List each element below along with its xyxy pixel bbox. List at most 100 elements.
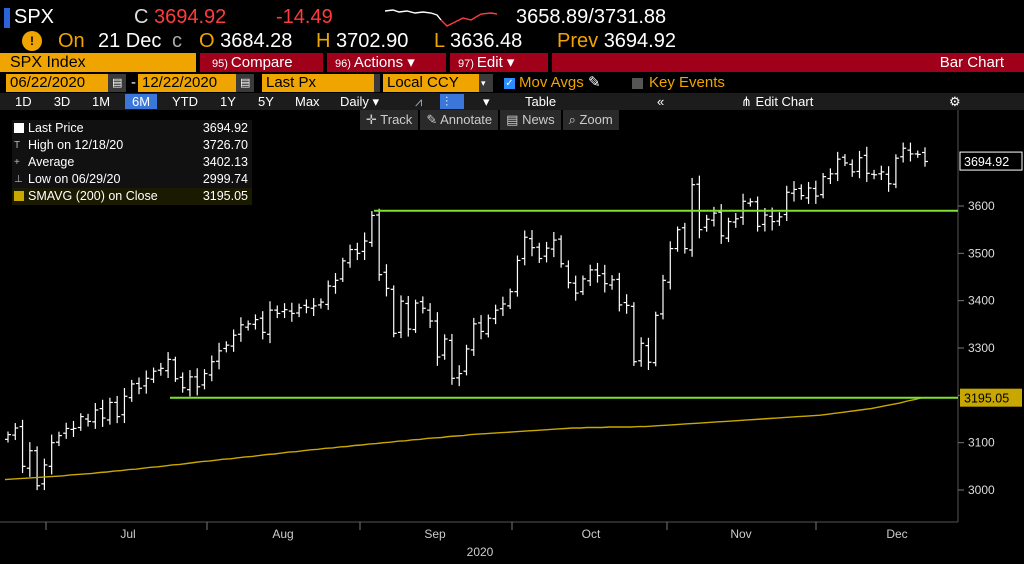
period-1d[interactable]: 1D [15, 94, 32, 109]
currency-select[interactable]: Local CCY [383, 74, 479, 92]
ohlc-bar [121, 387, 128, 424]
ticker-symbol[interactable]: SPX [4, 6, 54, 29]
chevron-down-icon[interactable]: ▾ [479, 74, 493, 92]
chevron-down-icon[interactable] [374, 74, 380, 92]
annotate-label: Annotate [440, 112, 493, 127]
ohlc-bar [223, 341, 230, 353]
period-1y[interactable]: 1Y [220, 94, 236, 109]
key-events-toggle[interactable]: Key Events [628, 74, 758, 92]
ohlc-bar [514, 255, 521, 297]
on-label: On [58, 30, 85, 52]
edit-menu[interactable]: 97) Edit ▾ [458, 54, 515, 71]
ohlc-bar [463, 344, 470, 376]
divider [446, 53, 450, 72]
date-range-dash: - [131, 74, 136, 91]
zoom-button[interactable]: ⌕ Zoom [562, 110, 619, 130]
ohlc-bar [558, 235, 565, 268]
legend-item: ⊥ Low on 06/29/20 2999.74 [12, 171, 252, 188]
ohlc-bar [827, 168, 834, 185]
period-1m[interactable]: 1M [92, 94, 111, 109]
quote-date: 21 Dec [98, 30, 162, 52]
ohlc-bar [638, 337, 645, 367]
x-tick-label: Sep [424, 527, 446, 541]
ohlc-bar [19, 419, 26, 474]
ohlc-bar [747, 198, 754, 207]
table-button[interactable]: Table [525, 94, 557, 109]
ohlc-bar [499, 296, 506, 317]
calendar-icon[interactable]: ▤ [108, 74, 126, 92]
ohlc-bar [703, 214, 710, 232]
period-5y[interactable]: 5Y [258, 94, 274, 109]
end-date-input[interactable]: 12/22/2020 [138, 74, 236, 92]
ohlc-bar [427, 303, 434, 329]
period-ytd[interactable]: YTD [172, 94, 198, 109]
calendar-icon[interactable]: ▤ [236, 74, 254, 92]
ohlc-bar [419, 296, 426, 314]
gear-icon[interactable]: ⚙ [949, 94, 961, 109]
field-select[interactable]: Last Px [262, 74, 374, 92]
legend-item: T High on 12/18/20 3726.70 [12, 137, 252, 154]
line-chart-icon[interactable]: ⩘ [410, 94, 436, 109]
ohlc-bar [878, 165, 885, 181]
bar-chart-icon[interactable]: ⫶ [440, 94, 464, 109]
legend-label: High on 12/18/20 [28, 138, 124, 152]
start-date-input[interactable]: 06/22/2020 [6, 74, 108, 92]
ohlc-bar [725, 217, 732, 243]
ohlc-bar [841, 154, 848, 167]
ohlc-bar [5, 431, 11, 443]
high-marker-icon: T [14, 140, 21, 151]
check-icon[interactable]: ✓ [504, 77, 515, 89]
ohlc-bar [216, 342, 223, 370]
ohlc-bar [507, 288, 514, 309]
ohlc-bar [303, 299, 310, 314]
period-6m[interactable]: 6M [125, 94, 157, 109]
checkbox-icon[interactable] [632, 77, 643, 89]
sma-price-tag [960, 388, 1022, 407]
ohlc-bar [201, 369, 208, 390]
legend-item: Last Price 3694.92 [12, 120, 252, 137]
ohlc-bar [456, 365, 463, 387]
x-tick-label: Aug [272, 527, 293, 541]
ohlc-bar [696, 175, 703, 239]
price-chart[interactable]: JulAugSepOctNovDec2020300031003200330034… [0, 110, 1024, 559]
mov-avgs-toggle[interactable]: ✓ Mov Avgs ✎ [504, 74, 601, 91]
pencil-icon[interactable]: ✎ [587, 74, 601, 91]
ohlc-bar [834, 151, 841, 182]
collapse-left-icon[interactable]: « [657, 94, 665, 109]
ohlc-bar [587, 264, 594, 286]
ohlc-bar [892, 154, 899, 189]
compare-button[interactable]: 95) Compare [212, 54, 293, 71]
ohlc-bar [645, 337, 652, 371]
ohlc-bar [623, 294, 630, 314]
ohlc-bar [434, 312, 441, 366]
news-button[interactable]: ▤ News [500, 110, 561, 130]
ohlc-bar [354, 242, 361, 261]
ohlc-bar [99, 399, 106, 427]
actions-menu[interactable]: 96) Actions ▾ [335, 54, 415, 71]
alert-icon[interactable]: ! [22, 31, 42, 51]
ohlc-bar [594, 262, 601, 283]
ticker-bar: SPX C 3694.92 -14.49 3658.89/3731.88 [0, 0, 1024, 32]
track-button[interactable]: ✛ Track [360, 110, 419, 130]
period-3d[interactable]: 3D [53, 94, 71, 109]
ohlc-bar [390, 285, 397, 338]
ohlc-bar [230, 329, 237, 352]
period-max[interactable]: Max [295, 94, 320, 109]
ohlc-bar [165, 352, 172, 379]
ohlc-bar [572, 275, 579, 301]
security-name[interactable]: SPX Index [0, 53, 196, 72]
zoom-icon: ⌕ [568, 112, 580, 127]
ohlc-bar [579, 275, 586, 296]
price-change: -14.49 [276, 6, 333, 28]
chart-area[interactable]: JulAugSepOctNovDec2020300031003200330034… [0, 110, 1024, 559]
ohlc-bar [470, 317, 477, 356]
ohlc-bar [616, 272, 623, 312]
chevron-down-icon[interactable]: ▾ [483, 94, 490, 109]
edit-chart-button[interactable]: ⋔ Edit Chart [741, 94, 814, 109]
legend-value: 3726.70 [202, 138, 248, 152]
frequency-select[interactable]: Daily ▾ [340, 94, 380, 109]
ohlc-bar [267, 301, 273, 344]
annotate-button[interactable]: ✎ Annotate [420, 110, 499, 130]
legend-label: Low on 06/29/20 [28, 172, 121, 186]
ohlc-bar [194, 368, 201, 396]
